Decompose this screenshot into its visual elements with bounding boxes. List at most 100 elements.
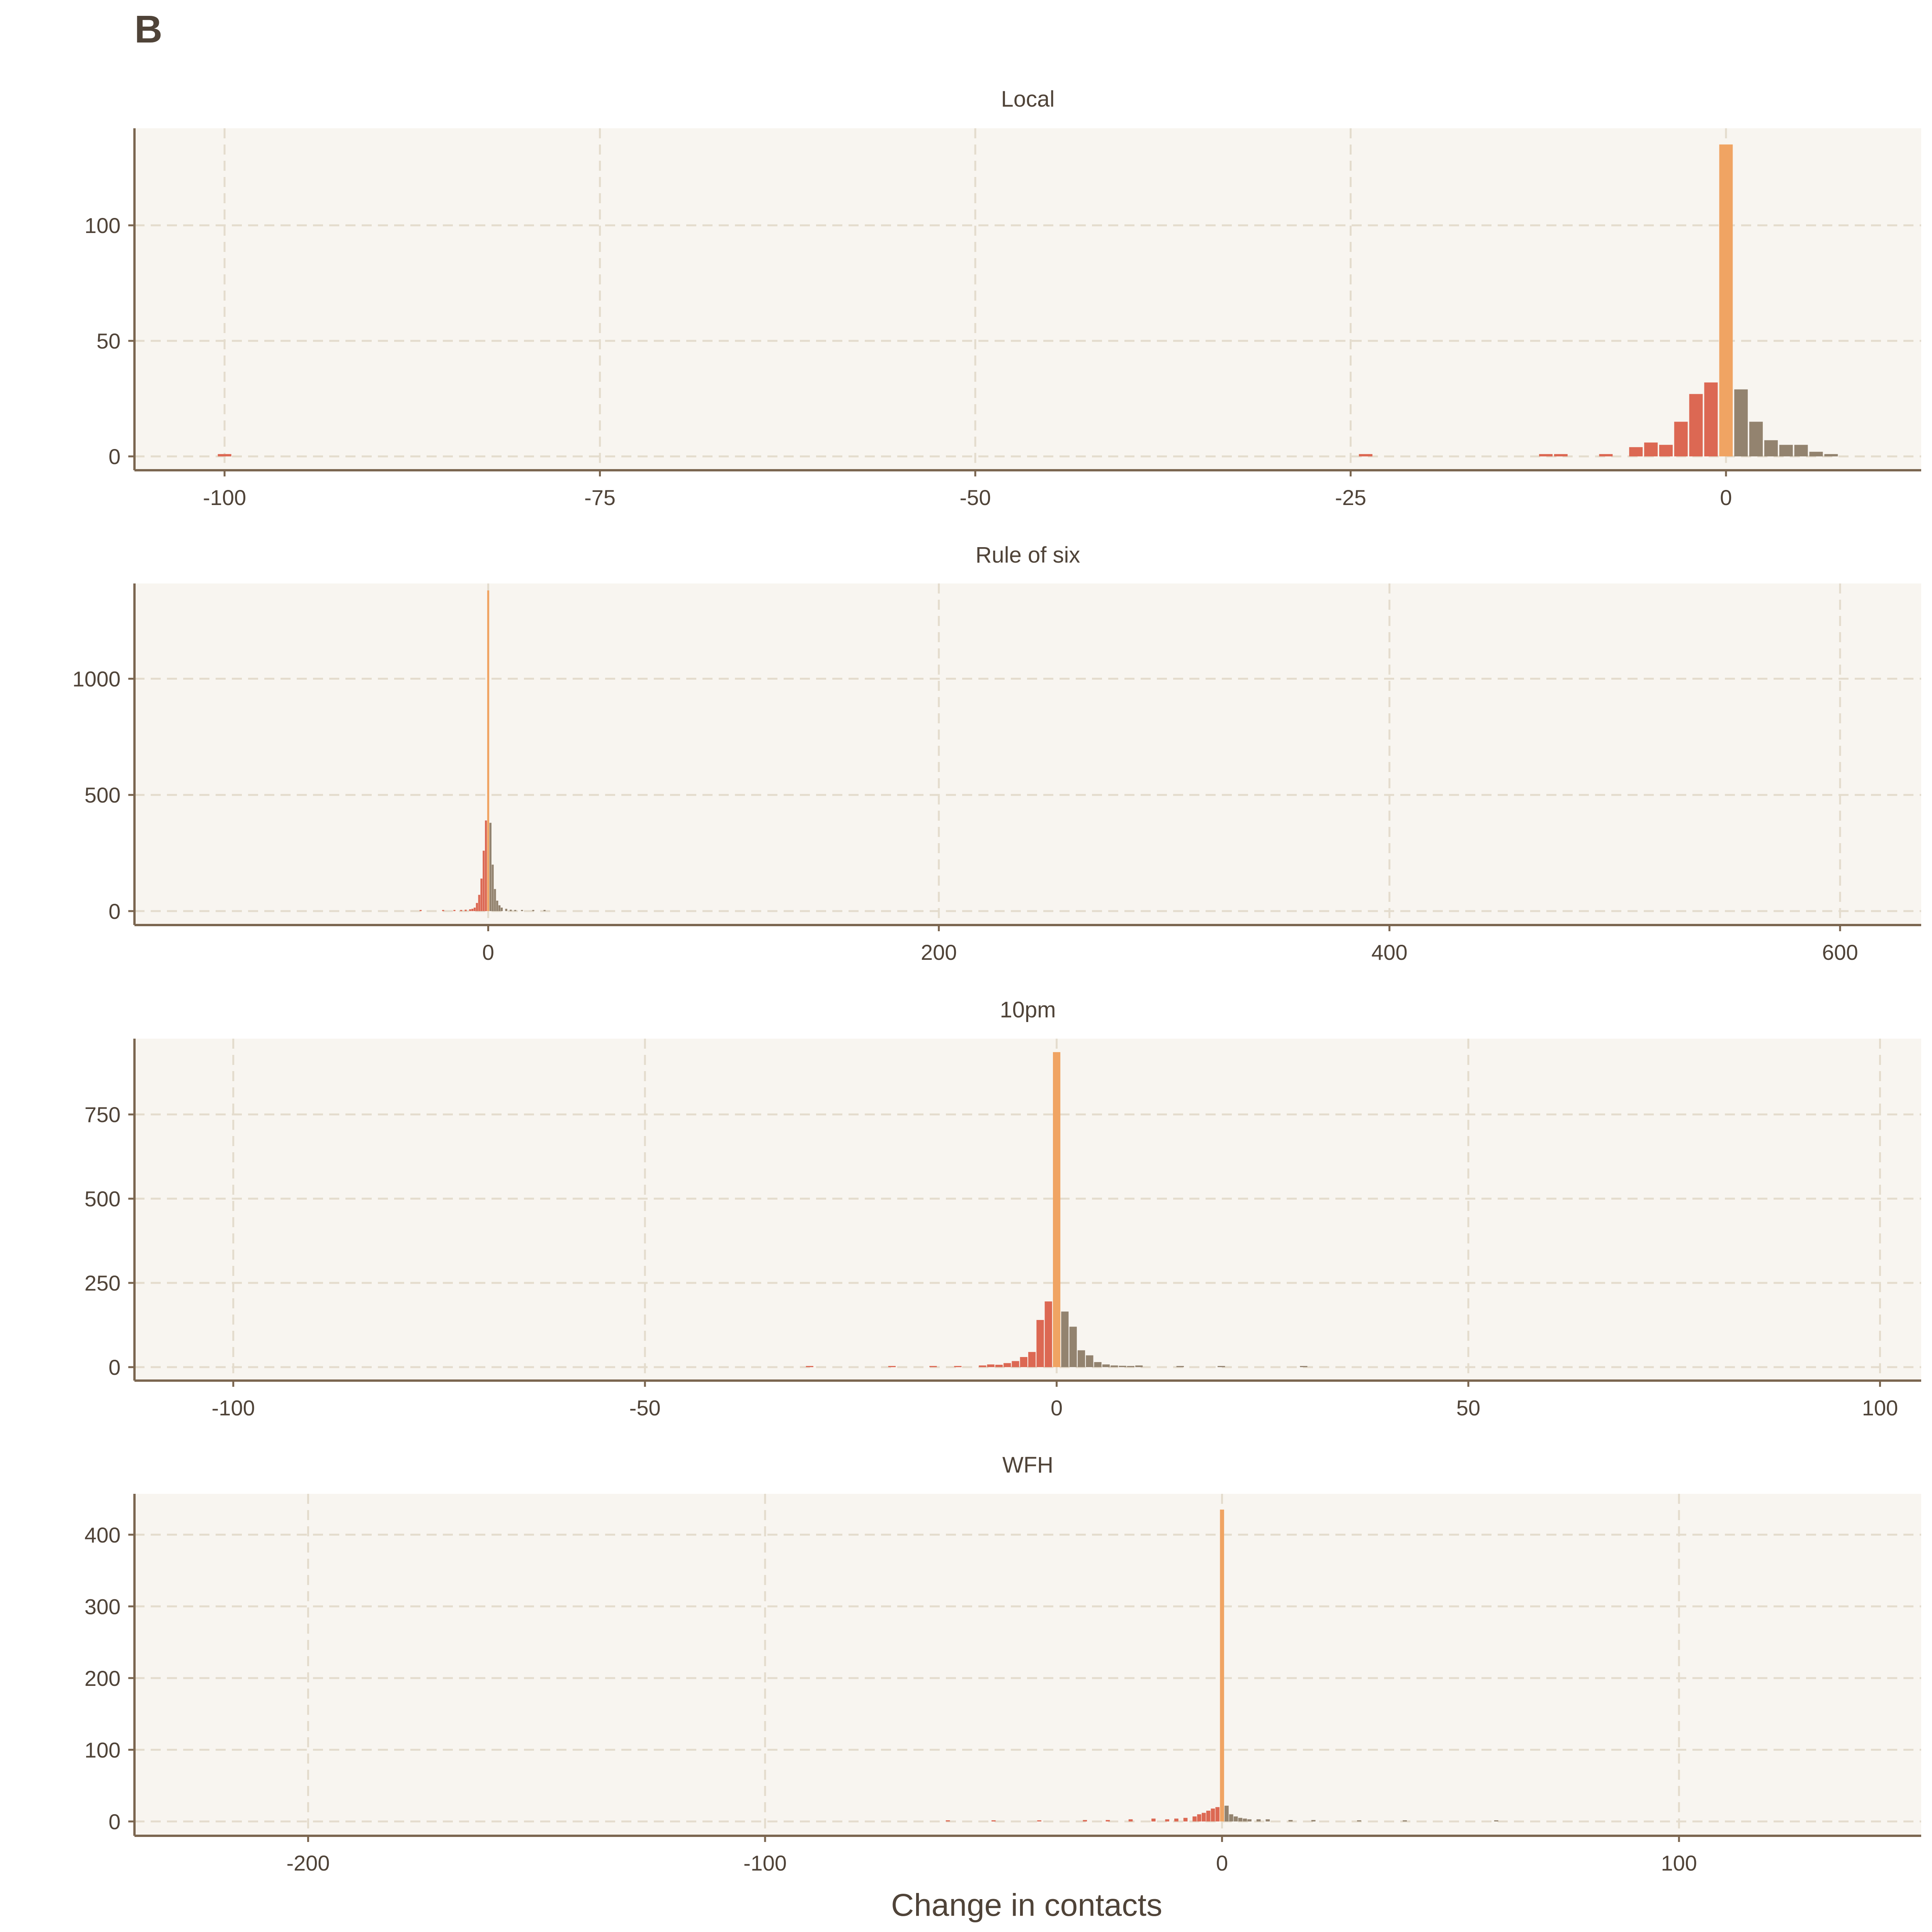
x-tick-label: 0 xyxy=(1216,1851,1228,1875)
y-tick-label: 500 xyxy=(85,1187,121,1211)
histogram-bar xyxy=(1794,445,1808,457)
y-tick-label: 500 xyxy=(85,783,121,807)
histogram-bar xyxy=(979,1365,986,1367)
histogram-bar xyxy=(483,850,485,911)
histogram-bar xyxy=(1012,1361,1019,1367)
histogram-bar xyxy=(500,907,503,911)
y-tick-label: 0 xyxy=(109,1355,121,1379)
x-tick-label: 50 xyxy=(1456,1396,1480,1420)
histogram-bar xyxy=(888,1366,896,1367)
histogram-bar xyxy=(1719,144,1733,457)
histogram-bar xyxy=(1659,445,1673,457)
histogram-bar xyxy=(1494,1820,1498,1821)
histogram-bar xyxy=(1119,1366,1126,1367)
panel-title: 10pm xyxy=(1000,997,1056,1022)
histogram-bar xyxy=(1053,1052,1061,1367)
x-tick-label: 100 xyxy=(1862,1396,1898,1420)
histogram-bar xyxy=(1028,1352,1036,1367)
histogram-bar xyxy=(510,910,512,911)
histogram-bar xyxy=(1734,389,1748,457)
histogram-bar xyxy=(1256,1819,1261,1821)
x-tick-label: 0 xyxy=(1051,1396,1063,1420)
histogram-bar xyxy=(1077,1350,1085,1367)
histogram-bar xyxy=(1218,1366,1225,1367)
y-tick-label: 0 xyxy=(109,1810,121,1834)
histogram-bar xyxy=(929,1366,937,1367)
histogram-bar xyxy=(1192,1816,1197,1821)
histogram-bar xyxy=(995,1365,1003,1367)
histogram-bar xyxy=(1233,1816,1238,1821)
histogram-bar xyxy=(1265,1819,1270,1821)
panel-background xyxy=(134,1039,1921,1381)
histogram-bar xyxy=(1201,1813,1206,1821)
histogram-bar xyxy=(1629,447,1643,457)
histogram-bar xyxy=(1083,1820,1087,1821)
histogram-bar xyxy=(1197,1814,1201,1821)
x-tick-label: -75 xyxy=(584,485,616,510)
panel-title: WFH xyxy=(1002,1452,1053,1478)
histogram-bar xyxy=(494,889,496,911)
histogram-bar xyxy=(1644,442,1658,457)
histogram-bar xyxy=(1003,1363,1011,1367)
histogram-bar xyxy=(464,910,467,911)
x-tick-label: 0 xyxy=(482,940,494,964)
x-tick-label: 200 xyxy=(921,940,957,964)
histogram-bar xyxy=(514,910,517,911)
histogram-bar xyxy=(1689,394,1703,457)
histogram-bar xyxy=(1357,1820,1361,1821)
y-tick-label: 400 xyxy=(85,1523,121,1547)
histogram-bar xyxy=(1044,1301,1052,1367)
y-tick-label: 50 xyxy=(97,329,121,353)
histogram-bar xyxy=(1704,382,1718,457)
histogram-bar xyxy=(1105,1820,1110,1821)
histogram-bar xyxy=(1165,1819,1170,1821)
x-tick-label: -100 xyxy=(212,1396,255,1420)
x-tick-label: -50 xyxy=(629,1396,661,1420)
histogram-bar xyxy=(505,908,507,911)
histogram-bar xyxy=(1539,454,1553,457)
histogram-bar xyxy=(485,820,487,911)
histogram-bar xyxy=(1674,422,1688,457)
histogram-bar xyxy=(1061,1311,1069,1367)
histogram-bar xyxy=(1288,1820,1293,1821)
histogram-bar xyxy=(1824,454,1838,457)
histogram-bar xyxy=(480,878,483,911)
histogram-bar xyxy=(991,1820,996,1821)
histogram-bar xyxy=(954,1366,962,1367)
x-tick-label: -200 xyxy=(286,1851,330,1875)
histogram-bar xyxy=(478,895,480,911)
x-tick-label: -100 xyxy=(203,485,246,510)
histogram-bar xyxy=(1020,1357,1027,1367)
histogram-bar xyxy=(218,454,231,457)
histogram-bar xyxy=(1554,454,1568,457)
y-tick-label: 0 xyxy=(109,444,121,469)
histogram-bar xyxy=(532,910,534,911)
histogram-bar xyxy=(806,1366,813,1367)
x-tick-label: 100 xyxy=(1661,1851,1697,1875)
panel-title: Rule of six xyxy=(976,543,1080,568)
y-tick-label: 100 xyxy=(85,1738,121,1762)
histogram-bar xyxy=(473,907,476,911)
panel-10pm: -100 -50 0 50 100 0 250 500 750 10pm xyxy=(85,997,1921,1420)
histogram-bar xyxy=(460,910,463,911)
histogram-bar xyxy=(1215,1807,1220,1821)
histogram-bar xyxy=(1094,1362,1102,1367)
histogram-bar xyxy=(1359,454,1372,457)
x-tick-label: 0 xyxy=(1720,485,1732,510)
panel-title: Local xyxy=(1001,87,1055,112)
histogram-bar xyxy=(1238,1818,1243,1821)
histogram-bar xyxy=(487,590,490,911)
y-tick-label: 1000 xyxy=(72,667,121,691)
histogram-bar xyxy=(521,910,523,911)
histogram-bar xyxy=(1037,1820,1041,1821)
panel-tag: B xyxy=(134,8,162,51)
histogram-bar xyxy=(498,905,501,911)
histogram-bar xyxy=(1183,1818,1188,1821)
histogram-bar xyxy=(1300,1366,1308,1367)
histogram-bar xyxy=(492,864,494,911)
histogram-bar xyxy=(1764,440,1778,457)
x-axis-label: Change in contacts xyxy=(891,1888,1162,1923)
x-tick-label: -100 xyxy=(743,1851,787,1875)
histogram-bar xyxy=(543,910,546,911)
